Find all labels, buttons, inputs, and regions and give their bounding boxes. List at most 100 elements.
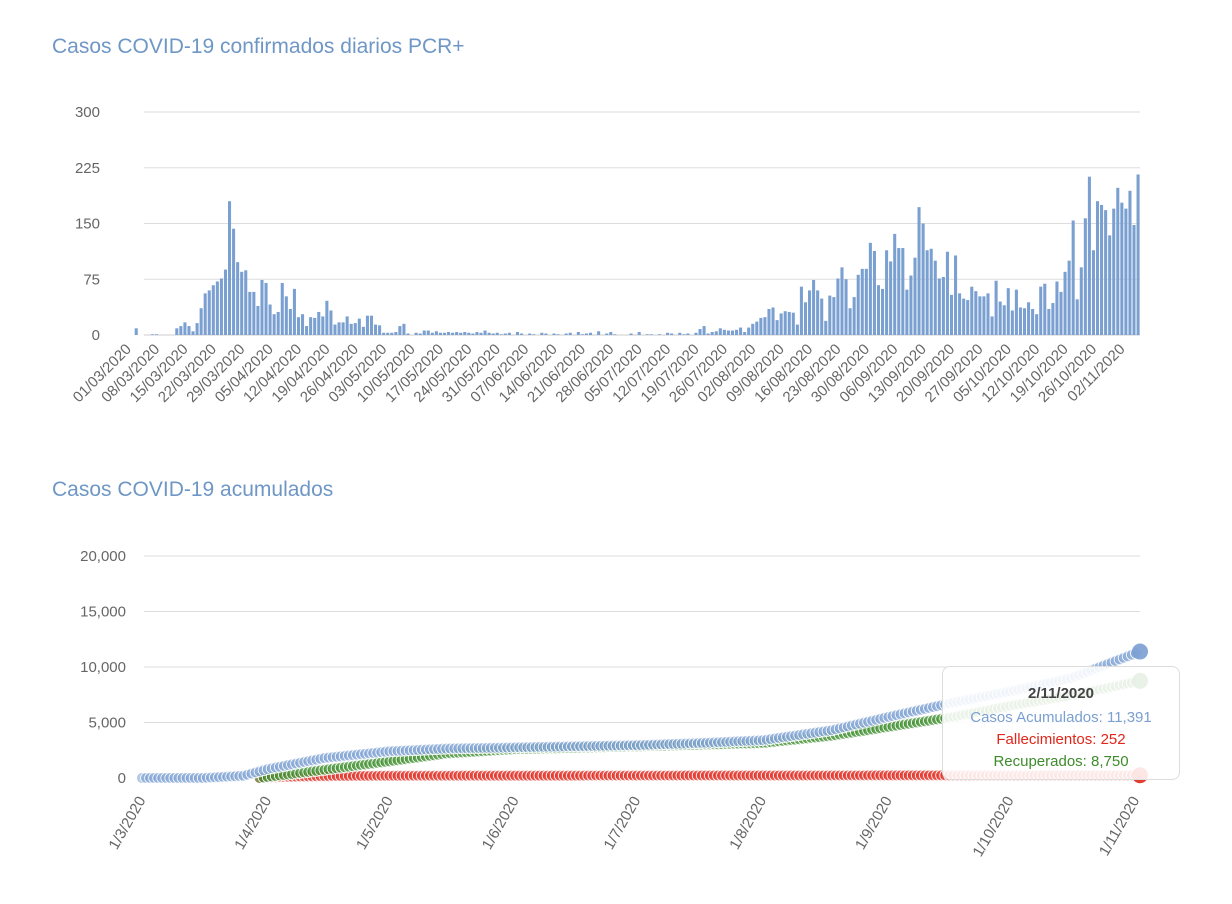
bar [832, 297, 836, 335]
x-tick-label: 1/10/2020 [970, 794, 1018, 860]
bar [378, 325, 382, 335]
bar [929, 248, 933, 335]
bar [990, 316, 994, 335]
bar [337, 322, 341, 335]
bar [799, 286, 803, 335]
bar [925, 250, 929, 335]
bar [1055, 281, 1059, 335]
bar [739, 327, 743, 335]
bar [447, 332, 451, 335]
bar [552, 333, 556, 335]
bar [889, 261, 893, 335]
bar [730, 330, 734, 335]
bar [735, 329, 739, 335]
bar [434, 331, 438, 335]
bar [292, 288, 296, 335]
bar [820, 298, 824, 335]
bar [1010, 310, 1014, 335]
bar [276, 311, 280, 335]
bar [767, 308, 771, 335]
bar [868, 242, 872, 335]
bar [844, 279, 848, 335]
bar [905, 289, 909, 335]
bar [743, 332, 747, 335]
bar [970, 286, 974, 335]
bar [901, 248, 905, 335]
bar [933, 260, 937, 335]
bar [479, 332, 483, 335]
bar [365, 315, 369, 335]
tooltip-date: 2/11/2020 [1028, 685, 1094, 702]
bar [1027, 302, 1031, 335]
bar [848, 308, 852, 335]
bar [503, 333, 507, 335]
bar [1136, 174, 1140, 335]
bar [540, 332, 544, 335]
bar [544, 333, 548, 335]
bar [341, 322, 345, 335]
bar [515, 332, 520, 335]
bar [1116, 187, 1120, 335]
bar [483, 330, 487, 335]
bar [710, 332, 714, 335]
bar [402, 323, 406, 335]
y-tick-label: 0 [92, 327, 100, 344]
bar [467, 332, 471, 335]
bar [199, 308, 203, 335]
bar [791, 312, 795, 335]
bar [236, 262, 240, 335]
bar [966, 300, 970, 335]
bar [836, 278, 840, 335]
bar [613, 334, 617, 335]
bar [941, 277, 945, 335]
bar [1031, 308, 1035, 335]
x-tick-label: 1/5/2020 [353, 794, 397, 853]
bar [349, 323, 353, 335]
bar [422, 330, 426, 335]
cumulative-chart-title: Casos COVID-19 acumulados [52, 478, 334, 501]
tooltip-recuperados: Recuperados: 8,750 [993, 753, 1129, 770]
bar [816, 290, 820, 335]
bar [1100, 204, 1104, 335]
bar [219, 278, 223, 335]
bar [1104, 210, 1108, 335]
bar [670, 333, 674, 335]
y-tick-label: 15,000 [80, 604, 126, 621]
tooltip-casos-acumulados: Casos Acumulados: 11,391 [970, 709, 1152, 726]
y-tick-label: 150 [75, 216, 100, 233]
bar [678, 332, 682, 335]
bar [471, 333, 475, 335]
bar [183, 322, 187, 335]
y-tick-label: 20,000 [80, 548, 126, 565]
y-tick-label: 0 [118, 770, 126, 787]
bar [191, 331, 195, 335]
bar [609, 332, 613, 335]
bar [260, 279, 264, 335]
bar [588, 332, 593, 335]
bar [1006, 288, 1010, 335]
bar [1014, 289, 1018, 335]
bar [637, 332, 641, 335]
bar [909, 275, 913, 335]
bar [1128, 190, 1132, 335]
bar [309, 317, 313, 335]
bar [313, 317, 317, 335]
bar [998, 301, 1002, 335]
bar [1124, 208, 1128, 335]
bar [649, 334, 653, 335]
bar [605, 333, 609, 335]
bar [978, 296, 982, 335]
bar [945, 251, 949, 335]
bar [629, 333, 633, 335]
bar [357, 318, 361, 335]
bar [666, 332, 670, 335]
y-tick-label: 75 [83, 271, 100, 288]
bar [1071, 220, 1075, 335]
bar [272, 314, 276, 335]
tooltip-fallecimientos: Fallecimientos: 252 [996, 731, 1126, 748]
bar [576, 332, 580, 335]
bar [828, 295, 832, 335]
bar [382, 332, 386, 335]
x-tick-label: 1/4/2020 [231, 794, 275, 853]
bar [962, 298, 966, 335]
